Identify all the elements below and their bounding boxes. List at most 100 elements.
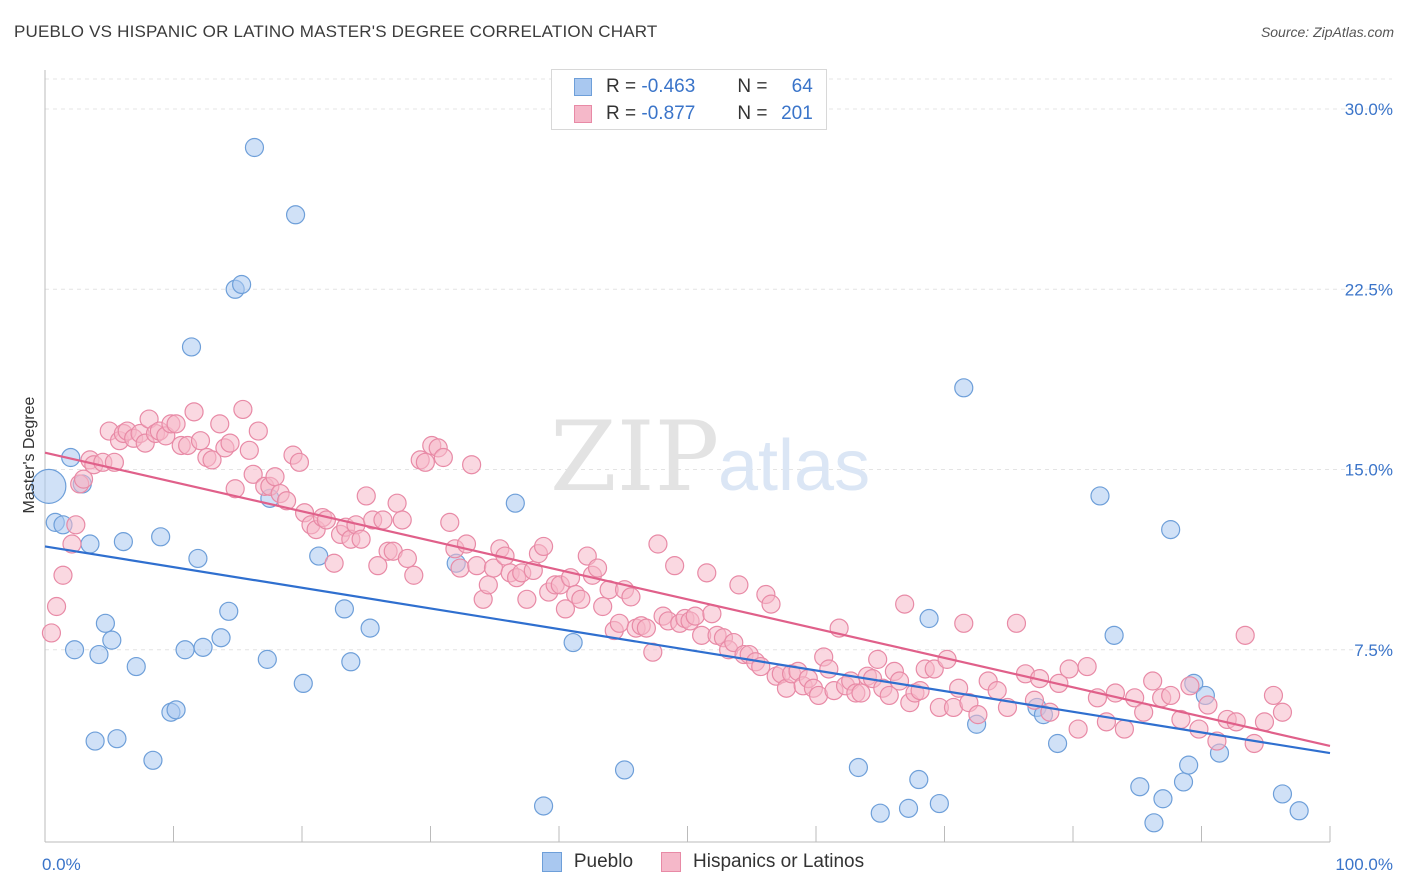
- grid: [45, 78, 1392, 651]
- hispanic-point: [621, 587, 641, 607]
- trend-line-pueblo: [44, 545, 1331, 755]
- watermark-zip: ZIP: [550, 401, 719, 513]
- legend-swatch-hispanic: [661, 852, 682, 872]
- hispanic-point: [879, 685, 899, 706]
- source-label: Source: ZipAtlas.com: [1260, 24, 1394, 40]
- legend-row-pueblo: R = -0.463 N = 64: [574, 76, 813, 98]
- pueblo-point: [614, 760, 635, 780]
- pueblo-point: [533, 796, 554, 816]
- hispanic-point: [404, 565, 424, 585]
- hispanic-point: [248, 421, 268, 441]
- hispanic-point: [184, 402, 204, 422]
- series-hispanic: [41, 399, 1293, 754]
- hispanic-point: [415, 452, 435, 472]
- pueblo-point: [64, 640, 85, 660]
- hispanic-point: [1006, 613, 1027, 633]
- y-axis-label: Master's Degree: [21, 396, 38, 513]
- pueblo-point: [85, 731, 105, 751]
- hispanic-point: [316, 510, 337, 530]
- pueblo-point: [188, 548, 208, 569]
- pueblo-point: [1144, 813, 1164, 833]
- hispanic-point: [397, 548, 417, 569]
- hispanic-point: [1161, 685, 1181, 706]
- hispanic-point: [387, 493, 407, 513]
- hispanic-point: [351, 529, 371, 549]
- pueblo-point: [232, 274, 252, 295]
- hispanic-point: [1272, 702, 1293, 722]
- pueblo-point: [1272, 784, 1293, 804]
- hispanic-point: [433, 447, 453, 468]
- y-tick-label: 30.0%: [1345, 100, 1393, 119]
- hispanic-point: [910, 681, 930, 701]
- legend-swatch-pueblo: [541, 852, 562, 872]
- pueblo-point: [341, 652, 361, 672]
- pueblo-point: [1179, 755, 1199, 775]
- hispanic-point: [243, 464, 263, 484]
- pueblo-point: [1289, 801, 1309, 821]
- pueblo-point: [193, 637, 213, 657]
- tick-labels: 7.5% 15.0% 22.5% 30.0% 0.0% 100.0%: [42, 100, 1393, 874]
- legend-row-hispanic: R = -0.877 N = 201: [574, 103, 813, 125]
- hispanic-point: [924, 659, 944, 679]
- hispanic-point: [1059, 659, 1079, 679]
- hispanic-point: [571, 589, 591, 609]
- hispanic-point: [190, 431, 211, 451]
- hispanic-point: [587, 558, 608, 578]
- legend-r-label: R =: [606, 76, 637, 97]
- legend-swatch-hispanic: [574, 105, 592, 123]
- legend-label-pueblo: Pueblo: [573, 851, 634, 872]
- pueblo-point: [107, 729, 127, 749]
- pueblo-point: [334, 599, 355, 619]
- y-tick-label: 22.5%: [1345, 280, 1393, 299]
- hispanic-point: [46, 596, 67, 617]
- hispanic-point: [478, 575, 498, 595]
- hispanic-point: [225, 479, 245, 499]
- hispanic-point: [851, 683, 871, 703]
- pueblo-point: [211, 628, 231, 648]
- pueblo-point: [102, 630, 122, 650]
- axes: [44, 70, 1331, 843]
- hispanic-point: [1134, 702, 1154, 722]
- hispanic-point: [1068, 719, 1088, 739]
- hispanic-point: [889, 671, 910, 691]
- hispanic-point: [450, 558, 470, 578]
- hispanic-point: [239, 440, 259, 460]
- hispanic-point: [685, 606, 705, 626]
- x-tick-label: 100.0%: [1335, 855, 1393, 874]
- pueblo-point: [563, 632, 583, 653]
- hispanic-point: [220, 433, 240, 453]
- pueblo-point: [244, 137, 265, 158]
- hispanic-point: [210, 414, 230, 434]
- hispanic-point: [1114, 719, 1135, 739]
- hispanic-point: [265, 467, 285, 487]
- hispanic-point: [1226, 712, 1246, 732]
- hispanic-point: [368, 556, 388, 576]
- pueblo-point: [113, 532, 133, 552]
- chart-title: PUEBLO VS HISPANIC OR LATINO MASTER'S DE…: [14, 22, 658, 41]
- pueblo-point: [126, 656, 146, 677]
- pueblo-point: [257, 649, 277, 669]
- pueblo-point: [1153, 789, 1173, 809]
- pueblo-point: [166, 700, 186, 720]
- legend-n-value: 201: [781, 103, 813, 124]
- hispanic-point: [1244, 733, 1264, 754]
- hispanic-point: [761, 594, 781, 614]
- legend-item-hispanic[interactable]: Hispanics or Latinos: [661, 851, 864, 873]
- hispanic-point: [41, 623, 62, 643]
- watermark: ZIP atlas: [550, 401, 870, 513]
- hispanic-point: [53, 565, 73, 585]
- pueblo-point: [1130, 777, 1150, 797]
- pueblo-point: [1173, 772, 1194, 792]
- pueblo-point: [175, 640, 195, 660]
- pueblo-point: [1161, 520, 1181, 540]
- pueblo-point: [285, 205, 306, 225]
- pueblo-point: [95, 613, 115, 633]
- legend-r-label: R =: [606, 103, 637, 124]
- pueblo-point: [1047, 733, 1068, 754]
- y-tick-label: 15.0%: [1345, 461, 1393, 480]
- correlation-legend: R = -0.463 N = 64 R = -0.877 N = 201: [551, 69, 827, 130]
- legend-item-pueblo[interactable]: Pueblo: [541, 851, 634, 873]
- y-tick-label: 7.5%: [1354, 641, 1393, 660]
- pueblo-point: [505, 493, 525, 513]
- hispanic-point: [968, 705, 988, 725]
